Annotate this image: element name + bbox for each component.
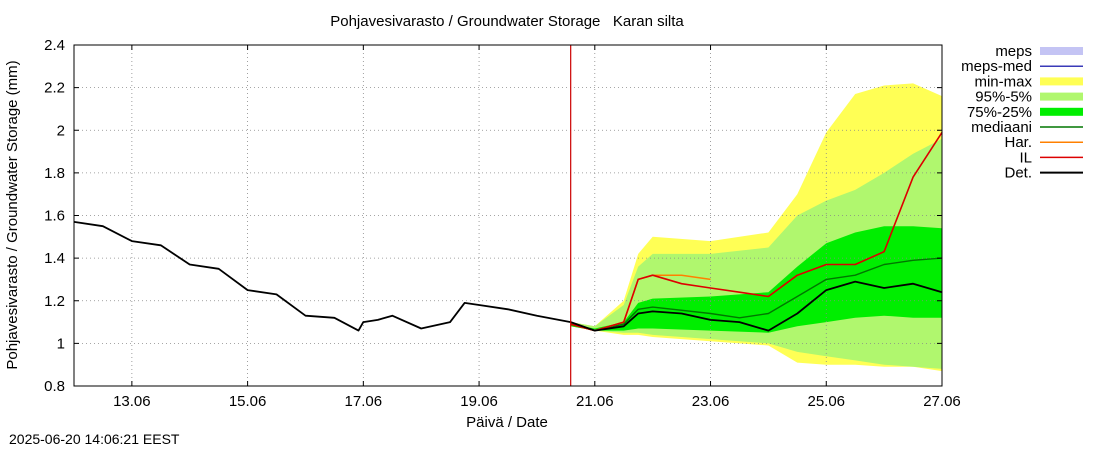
legend-swatch-p75_25 — [1040, 107, 1083, 116]
y-tick-label: 1.2 — [44, 293, 65, 310]
y-tick-label: 1.6 — [44, 208, 65, 225]
series-il — [570, 131, 943, 332]
legend-swatch-minmax — [1040, 77, 1083, 86]
x-tick-label: 19.06 — [460, 393, 498, 410]
legend-label-p95_5: 95%-5% — [975, 89, 1032, 106]
y-tick-label: 0.8 — [44, 378, 65, 395]
x-tick-label: 25.06 — [807, 393, 845, 410]
chart-title: Pohjavesivarasto / Groundwater Storage K… — [330, 13, 684, 30]
y-tick-label: 2.4 — [44, 37, 65, 54]
legend-swatch-p95_5 — [1040, 92, 1083, 101]
x-tick-label: 23.06 — [692, 393, 730, 410]
grid-layer — [74, 45, 942, 386]
y-axis: 0.8 1 1.2 1.4 1.6 1.8 2 2.2 2.4 — [44, 37, 942, 395]
x-tick-label: 15.06 — [229, 393, 267, 410]
series-det — [73, 221, 943, 332]
y-tick-label: 1.4 — [44, 250, 65, 267]
legend-label-minmax: min-max — [974, 73, 1032, 90]
y-axis-label: Pohjavesivarasto / Groundwater Storage (… — [4, 60, 21, 369]
timestamp: 2025-06-20 14:06:21 EEST — [9, 431, 180, 447]
legend-label-det: Det. — [1004, 165, 1032, 182]
y-tick-label: 2 — [57, 122, 65, 139]
legend-label-median: mediaani — [971, 119, 1032, 136]
legend-label-meps: meps — [995, 43, 1032, 60]
x-axis-label: Päivä / Date — [466, 414, 548, 431]
y-tick-label: 1 — [57, 335, 65, 352]
legend: mepsmeps-medmin-max95%-5%75%-25%mediaani… — [961, 43, 1083, 182]
series-median — [570, 257, 943, 332]
x-axis: 13.06 15.06 17.06 19.06 21.06 23.06 25.06 27.06 — [113, 45, 961, 410]
band-p75_25 — [570, 226, 942, 333]
legend-label-har: Har. — [1004, 134, 1032, 151]
x-tick-label: 21.06 — [576, 393, 614, 410]
x-tick-label: 27.06 — [923, 393, 961, 410]
x-tick-label: 17.06 — [345, 393, 383, 410]
legend-label-il: IL — [1019, 149, 1032, 166]
legend-label-p75_25: 75%-25% — [967, 104, 1032, 121]
series-layer — [73, 131, 943, 332]
x-tick-label: 13.06 — [113, 393, 151, 410]
legend-swatch-meps — [1040, 47, 1083, 55]
y-tick-label: 2.2 — [44, 80, 65, 97]
legend-label-meps_med: meps-med — [961, 58, 1032, 75]
y-tick-label: 1.8 — [44, 165, 65, 182]
